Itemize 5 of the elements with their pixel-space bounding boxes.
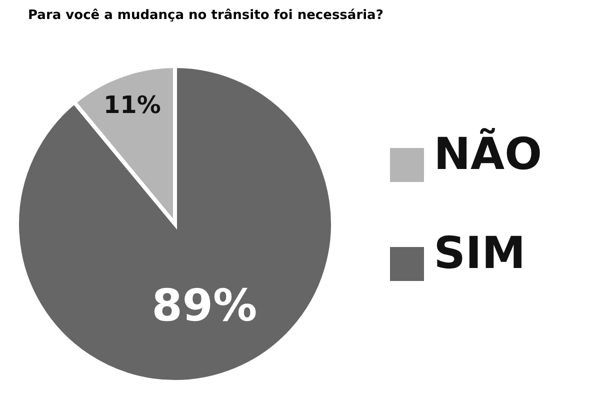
data-label: 11% bbox=[103, 91, 161, 120]
legend-label: SIM bbox=[434, 228, 526, 279]
data-label: 89% bbox=[152, 280, 258, 332]
chart-title: Para você a mudança no trânsito foi necessária? bbox=[28, 8, 384, 25]
legend-label: NÃO bbox=[434, 129, 542, 180]
